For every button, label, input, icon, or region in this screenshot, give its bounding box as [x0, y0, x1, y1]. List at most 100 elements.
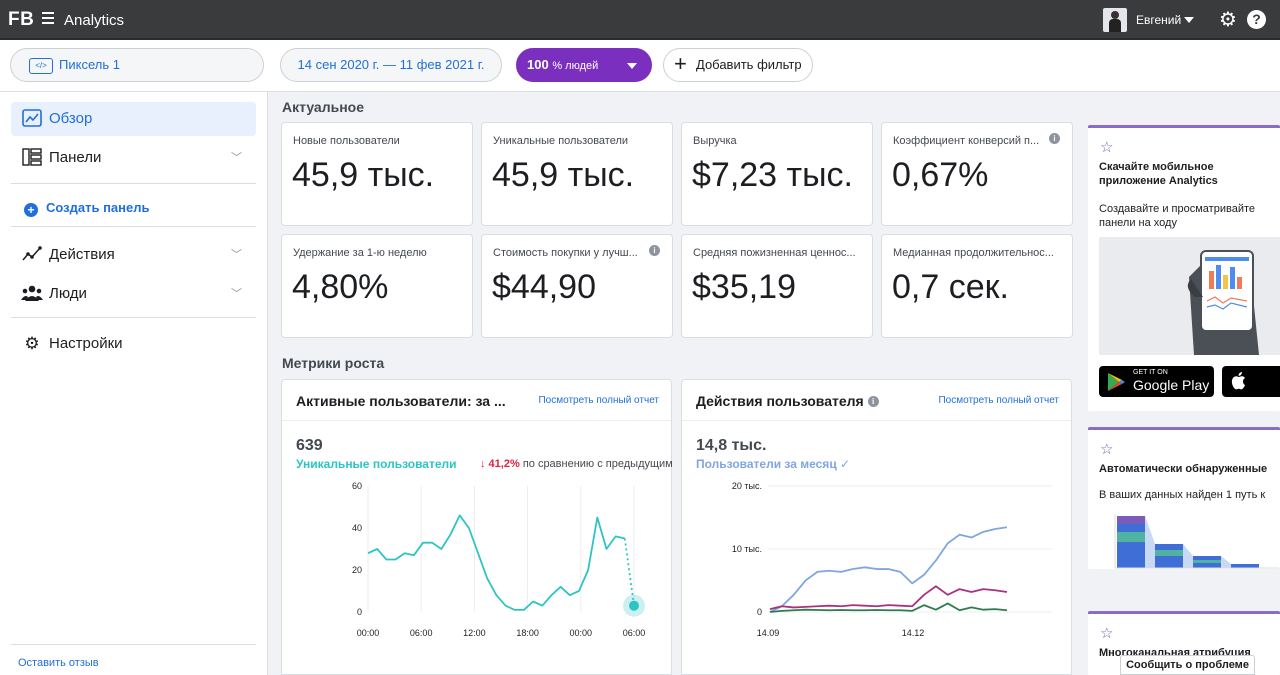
- date-range-picker[interactable]: 14 сен 2020 г. — 11 фев 2021 г.: [280, 48, 502, 82]
- y-tick-label: 10 тыс.: [732, 544, 762, 554]
- x-tick-label: 00:00: [570, 628, 593, 638]
- metric-card-lifetime-value[interactable]: Средняя пожизненная ценнос... $35,19: [681, 234, 873, 338]
- star-icon[interactable]: ☆: [1100, 625, 1114, 642]
- series-label[interactable]: Уникальные пользователи: [296, 457, 457, 471]
- metric-label: Удержание за 1-ю неделю: [293, 247, 427, 259]
- add-filter-label: Добавить фильтр: [696, 57, 802, 72]
- metric-card-purchase-cost[interactable]: Стоимость покупки у лучш... i $44,90: [481, 234, 673, 338]
- add-filter-button[interactable]: + Добавить фильтр: [663, 48, 813, 82]
- x-tick-label: 12:00: [463, 628, 486, 638]
- metric-card-new-users[interactable]: Новые пользователи 45,9 тыс.: [281, 122, 473, 226]
- metric-card-revenue[interactable]: Выручка $7,23 тыс.: [681, 122, 873, 226]
- sidebar-divider: [11, 183, 256, 184]
- active-users-chart[interactable]: 60 40 20 0 00:00 06:00 12:00 18:00 00:00 06:00: [282, 380, 673, 675]
- series-label[interactable]: Пользователи за месяц ✓: [696, 457, 851, 471]
- gear-icon[interactable]: ⚙: [1219, 9, 1237, 31]
- fb-logo[interactable]: FB: [8, 9, 35, 30]
- star-icon[interactable]: ☆: [1100, 139, 1114, 156]
- metric-value: 4,80%: [292, 268, 389, 306]
- promo-title: Автоматически обнаруженные воронки: [1099, 463, 1268, 478]
- metric-label: Медианная продолжительнос...: [893, 247, 1054, 259]
- feedback-link[interactable]: Оставить отзыв: [18, 657, 99, 669]
- google-play-text: Google Play: [1133, 377, 1210, 393]
- google-play-small-text: GET IT ON: [1133, 369, 1168, 376]
- chart-title[interactable]: Активные пользователи: за ...: [296, 393, 506, 409]
- y-tick-label: 0: [357, 607, 362, 617]
- user-name[interactable]: Евгений: [1136, 13, 1182, 27]
- x-tick-label: 14.12: [902, 628, 925, 638]
- metric-card-retention[interactable]: Удержание за 1-ю неделю 4,80%: [281, 234, 473, 338]
- metric-label: Выручка: [693, 135, 737, 147]
- card-divider: [682, 420, 1071, 421]
- report-problem-button[interactable]: Сообщить о проблеме: [1120, 655, 1255, 675]
- chevron-down-icon[interactable]: ﹀: [231, 249, 242, 261]
- app-store-button[interactable]: [1222, 366, 1280, 397]
- pixel-code-icon: </>: [29, 58, 53, 74]
- sidebar-item-people[interactable]: Люди ﹀: [11, 277, 256, 311]
- user-menu-caret-icon[interactable]: [1184, 17, 1194, 23]
- card-divider: [282, 420, 671, 421]
- dashboard-grid-icon: [21, 141, 43, 175]
- google-play-button[interactable]: GET IT ON Google Play: [1099, 366, 1214, 397]
- pixel-label: Пиксель 1: [59, 57, 120, 72]
- help-icon[interactable]: ?: [1247, 10, 1266, 29]
- chart-card-user-actions: Действия пользователя i Посмотреть полны…: [681, 379, 1072, 675]
- metric-card-conversion[interactable]: Коэффициент конверсий п... i 0,67%: [881, 122, 1073, 226]
- chevron-down-icon[interactable]: ﹀: [231, 288, 242, 300]
- chevron-down-icon[interactable]: ﹀: [231, 152, 242, 164]
- metric-label: Новые пользователи: [293, 135, 400, 147]
- people-filter-button[interactable]: 100 % людей: [516, 48, 652, 82]
- people-icon: [21, 277, 43, 311]
- y-tick-label: 20: [352, 565, 362, 575]
- people-suffix: % людей: [552, 60, 599, 72]
- activity-icon: [21, 238, 43, 272]
- full-report-link[interactable]: Посмотреть полный отчет: [938, 395, 1059, 406]
- current-point: [629, 600, 639, 611]
- gear-icon: ⚙: [24, 334, 40, 353]
- chart-title[interactable]: Действия пользователя i: [696, 393, 879, 409]
- star-icon[interactable]: ☆: [1100, 441, 1114, 458]
- chart-line-icon: [21, 102, 43, 136]
- series-line: [769, 585, 1008, 611]
- pixel-selector[interactable]: </> Пиксель 1: [10, 48, 264, 82]
- series-line: [769, 602, 1008, 613]
- y-tick-label: 0: [757, 607, 762, 617]
- info-icon[interactable]: i: [649, 245, 660, 256]
- y-tick-label: 40: [352, 523, 362, 533]
- sidebar-divider: [11, 317, 256, 318]
- create-panel-link[interactable]: + Создать панель: [24, 200, 150, 217]
- people-value: 100: [527, 57, 549, 72]
- sidebar-item-overview[interactable]: Обзор: [11, 102, 256, 136]
- metric-value: 45,9 тыс.: [492, 156, 635, 194]
- metric-card-unique-users[interactable]: Уникальные пользователи 45,9 тыс.: [481, 122, 673, 226]
- metric-value: 45,9 тыс.: [292, 156, 435, 194]
- full-report-link[interactable]: Посмотреть полный отчет: [538, 395, 659, 406]
- create-panel-label: Создать панель: [46, 200, 150, 215]
- chart-total-value: 639: [296, 437, 323, 454]
- metric-label: Средняя пожизненная ценнос...: [693, 247, 856, 259]
- sidebar-item-actions[interactable]: Действия ﹀: [11, 238, 256, 272]
- info-icon[interactable]: i: [1049, 133, 1060, 144]
- avatar[interactable]: [1103, 8, 1127, 32]
- delta-value: ↓ 41,2%: [480, 458, 520, 470]
- metric-card-median-duration[interactable]: Медианная продолжительнос... 0,7 сек.: [881, 234, 1073, 338]
- sidebar-divider: [11, 644, 256, 645]
- metric-value: $44,90: [492, 268, 596, 306]
- sidebar-item-label: Настройки: [49, 335, 123, 352]
- sidebar-item-settings[interactable]: ⚙ Настройки: [11, 327, 256, 361]
- x-tick-label: 14.09: [757, 628, 780, 638]
- user-actions-chart[interactable]: 20 тыс. 10 тыс. 0 14.09 14.12: [682, 380, 1073, 675]
- y-tick-label: 20 тыс.: [732, 481, 762, 491]
- metric-value: $7,23 тыс.: [692, 156, 853, 194]
- promo-card-funnels: ☆ Автоматически обнаруженные воронки В в…: [1088, 427, 1280, 569]
- google-play-icon: [1108, 373, 1125, 391]
- phone-illustration: [1099, 237, 1280, 355]
- metric-value: 0,67%: [892, 156, 989, 194]
- chevron-down-icon: [627, 63, 637, 69]
- x-tick-label: 06:00: [410, 628, 433, 638]
- hamburger-icon[interactable]: [42, 12, 54, 27]
- sidebar-item-panels[interactable]: Панели ﹀: [11, 141, 256, 175]
- comparison-text: ↓ 41,2% по сравнению с предыдущим: [480, 458, 672, 470]
- info-icon[interactable]: i: [867, 396, 879, 407]
- series-line: [769, 526, 1008, 613]
